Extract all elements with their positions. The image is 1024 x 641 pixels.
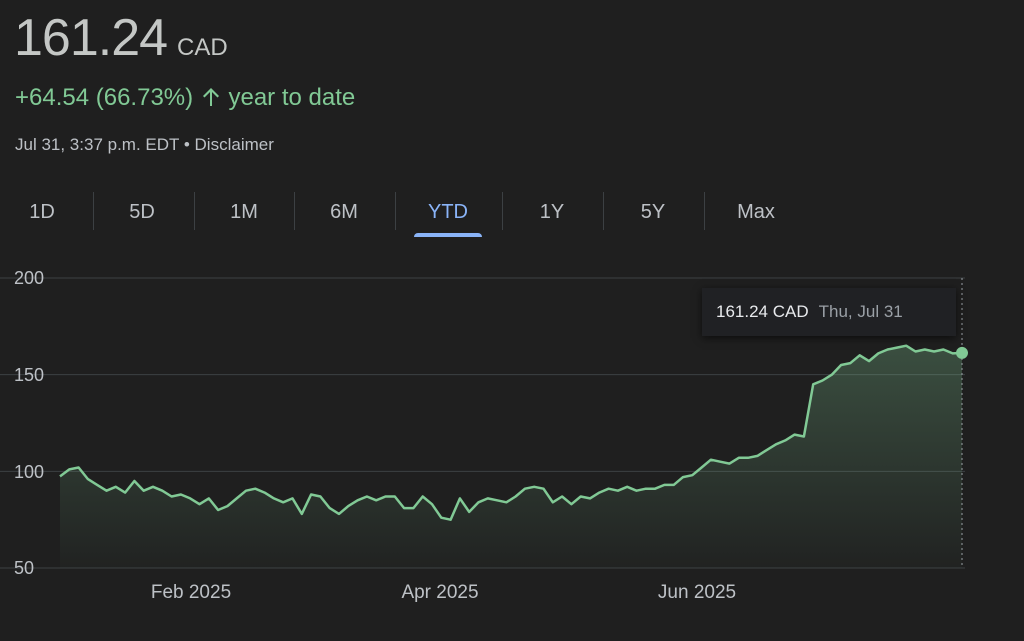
meta-separator: •: [183, 135, 190, 154]
y-tick-label: 150: [14, 365, 45, 385]
tab-divider: [395, 192, 396, 230]
timestamp: Jul 31, 3:37 p.m. EDT: [15, 135, 180, 154]
price-area: [60, 345, 962, 568]
period-tabs: 1D 5D 1M 6M YTD 1Y 5Y Max: [0, 190, 800, 238]
change-value: +64.54 (66.73%): [15, 84, 194, 111]
tab-5y[interactable]: 5Y: [640, 201, 666, 223]
x-tick-label: Jun 2025: [657, 582, 737, 603]
hover-point: [956, 346, 968, 359]
arrow-up-icon: [202, 88, 219, 106]
y-tick-label: 100: [14, 462, 45, 482]
tab-divider: [704, 192, 705, 230]
x-tick-label: Apr 2025: [401, 582, 479, 603]
tab-1d[interactable]: 1D: [29, 201, 55, 223]
tab-ytd[interactable]: YTD: [414, 190, 482, 237]
tab-divider: [603, 192, 604, 230]
price-value: 161.24: [14, 9, 168, 67]
change-period: year to date: [228, 84, 356, 111]
tab-divider: [502, 192, 503, 230]
tab-1m[interactable]: 1M: [230, 201, 258, 223]
tab-divider: [93, 192, 94, 230]
tab-1y[interactable]: 1Y: [539, 201, 565, 223]
y-tick-label: 200: [14, 268, 45, 288]
y-tick-label: 50: [14, 558, 35, 578]
price-change: +64.54 (66.73%) year to date: [15, 84, 355, 112]
disclaimer-link[interactable]: Disclaimer: [194, 135, 274, 154]
tab-6m[interactable]: 6M: [330, 201, 358, 223]
x-tick-label: Feb 2025: [150, 582, 232, 603]
tooltip-value: 161.24 CAD: [716, 302, 809, 321]
tooltip-date: Thu, Jul 31: [818, 302, 903, 321]
tab-divider: [194, 192, 195, 230]
tab-5d[interactable]: 5D: [129, 201, 155, 223]
quote-meta: Jul 31, 3:37 p.m. EDT • Disclaimer: [15, 135, 274, 155]
price-currency: CAD: [177, 34, 228, 61]
chart-tooltip: 161.24 CAD Thu, Jul 31: [702, 288, 956, 336]
tab-divider: [294, 192, 295, 230]
current-price: 161.24 CAD: [14, 8, 228, 68]
price-line: [59, 344, 963, 521]
tab-max[interactable]: Max: [737, 201, 775, 223]
